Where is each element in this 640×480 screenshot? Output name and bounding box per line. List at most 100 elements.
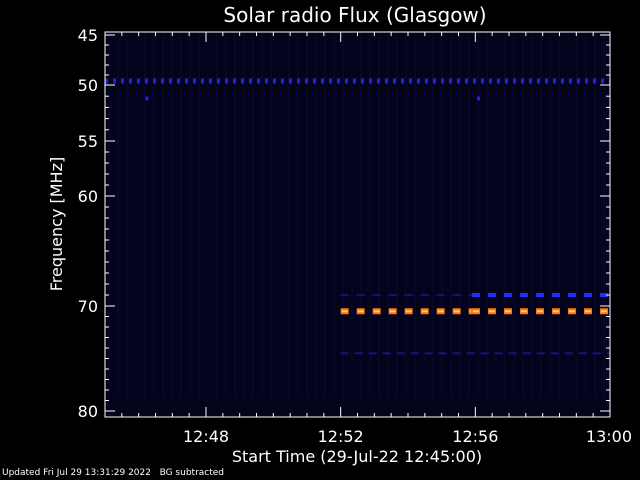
signal-dash: [529, 78, 532, 84]
signal-dash: [305, 78, 308, 84]
signal-dash: [329, 78, 332, 84]
signal-dash: [209, 78, 212, 84]
signal-dash: [537, 78, 540, 84]
noise-stripe: [207, 33, 209, 398]
noise-stripe: [135, 33, 137, 398]
signal-point: [145, 96, 149, 101]
signal-dash: [313, 78, 316, 84]
noise-stripe: [324, 33, 326, 398]
signal-dash: [409, 78, 412, 84]
noise-stripe: [549, 33, 551, 398]
noise-stripe: [396, 33, 398, 398]
signal-dash: [201, 78, 204, 84]
noise-stripe: [603, 33, 605, 398]
y-axis-label: Frequency [MHz]: [47, 157, 66, 291]
signal-dash: [345, 78, 348, 84]
signal-dash: [599, 293, 608, 297]
signal-dash: [113, 78, 116, 84]
x-axis: 12:48 12:52 12:56 13:00: [104, 32, 632, 446]
y-tick-label: 45: [78, 26, 98, 45]
signal-dash: [369, 78, 372, 84]
noise-stripe: [252, 33, 254, 398]
signal-dash-core: [600, 310, 607, 313]
signal-dash-core: [357, 310, 364, 313]
signal-dash: [225, 78, 228, 84]
noise-stripe: [495, 33, 497, 398]
signal-dash: [356, 294, 365, 296]
signal-dash: [377, 78, 380, 84]
signal-dash: [137, 78, 140, 84]
signal-dash: [233, 78, 236, 84]
signal-dash: [457, 78, 460, 84]
signal-dash: [561, 78, 564, 84]
y-tick-label: 80: [78, 402, 98, 421]
signal-dash: [521, 78, 524, 84]
signal-dash: [401, 78, 404, 84]
signal-dash-core: [568, 310, 575, 313]
signal-layer: [105, 78, 610, 355]
signal-dash: [578, 352, 587, 355]
signal-dash-core: [453, 310, 460, 313]
signal-dash: [550, 352, 559, 355]
noise-stripe: [153, 33, 155, 398]
signal-dash: [465, 78, 468, 84]
signal-dash: [480, 352, 489, 355]
noise-stripe: [225, 33, 227, 398]
signal-dash: [545, 78, 548, 84]
signal-dash: [569, 78, 572, 84]
x-tick-label: 12:48: [183, 427, 229, 446]
background-noise: [108, 33, 605, 398]
noise-stripe: [117, 33, 119, 398]
signal-dash: [340, 294, 349, 296]
signal-dash: [497, 78, 500, 84]
signal-dash: [583, 293, 592, 297]
signal-dash: [441, 78, 444, 84]
y-tick-label: 50: [78, 76, 98, 95]
noise-stripe: [198, 33, 200, 398]
signal-dash: [436, 294, 445, 296]
signal-dash: [567, 293, 576, 297]
noise-stripe: [333, 33, 335, 398]
signal-dash: [425, 78, 428, 84]
signal-dash-core: [341, 310, 348, 313]
noise-stripe: [387, 33, 389, 398]
noise-stripe: [414, 33, 416, 398]
noise-stripe: [522, 33, 524, 398]
signal-dash: [368, 352, 377, 355]
noise-stripe: [504, 33, 506, 398]
noise-stripe: [369, 33, 371, 398]
noise-stripe: [360, 33, 362, 398]
signal-dash: [265, 78, 268, 84]
signal-dash: [487, 293, 496, 297]
noise-stripe: [306, 33, 308, 398]
signal-dash: [519, 293, 528, 297]
signal-dash: [337, 78, 340, 84]
noise-stripe: [144, 33, 146, 398]
y-tick-label: 55: [78, 132, 98, 151]
noise-stripe: [594, 33, 596, 398]
signal-dash: [592, 352, 601, 355]
signal-dash: [193, 78, 196, 84]
signal-dash: [353, 78, 356, 84]
noise-stripe: [540, 33, 542, 398]
noise-stripe: [261, 33, 263, 398]
signal-dash: [466, 352, 475, 355]
noise-stripe: [558, 33, 560, 398]
noise-stripe: [297, 33, 299, 398]
signal-dash-core: [389, 310, 396, 313]
signal-dash: [535, 293, 544, 297]
x-tick-label: 13:00: [586, 427, 632, 446]
signal-dash: [396, 352, 405, 355]
signal-dash: [153, 78, 156, 84]
signal-dash: [606, 352, 610, 355]
signal-dash: [601, 78, 604, 84]
noise-stripe: [270, 33, 272, 398]
signal-dash-core: [536, 310, 543, 313]
signal-dash: [503, 293, 512, 297]
signal-dash-core: [421, 310, 428, 313]
signal-dash: [551, 293, 560, 297]
y-tick-label: 60: [78, 187, 98, 206]
noise-stripe: [405, 33, 407, 398]
signal-dash-core: [405, 310, 412, 313]
signal-dash: [424, 352, 433, 355]
